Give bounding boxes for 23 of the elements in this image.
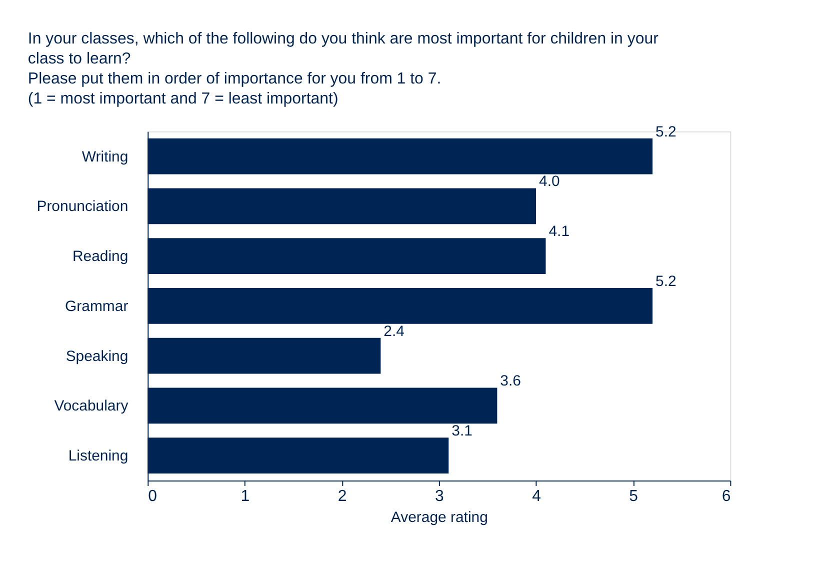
y-tick-label: Vocabulary [54, 398, 129, 415]
chart-title: In your classes, which of the following do you think are most important for children in your class to learn? Please put them in order of importance for you from 1 to 7. (1 = most important and 7 = least important) [28, 30, 660, 108]
data-label: 5.2 [656, 272, 676, 290]
data-label: 3.1 [452, 422, 472, 440]
data-label: 2.4 [384, 322, 404, 340]
x-tick-label: 0 [148, 488, 158, 505]
y-tick-label: Reading [72, 248, 128, 266]
data-label: 4.0 [539, 173, 560, 190]
y-tick-label: Writing [82, 148, 128, 166]
x-tick-label: 5 [629, 488, 638, 505]
x-tick-label: 3 [434, 488, 444, 505]
data-label: 5.2 [656, 123, 676, 140]
y-tick-label: Pronunciation [36, 198, 128, 216]
y-tick-label: Speaking [66, 348, 128, 365]
data-label: 4.1 [548, 223, 570, 240]
y-tick-label: Listening [68, 448, 128, 465]
x-axis-title: Average rating [390, 508, 488, 526]
data-label: 3.6 [500, 372, 521, 390]
x-tick-label: 2 [338, 488, 347, 505]
y-tick-label: Grammar [65, 298, 128, 315]
x-tick-label: 6 [722, 488, 731, 505]
x-tick-label: 4 [532, 488, 542, 505]
x-tick-label: 1 [240, 488, 250, 505]
